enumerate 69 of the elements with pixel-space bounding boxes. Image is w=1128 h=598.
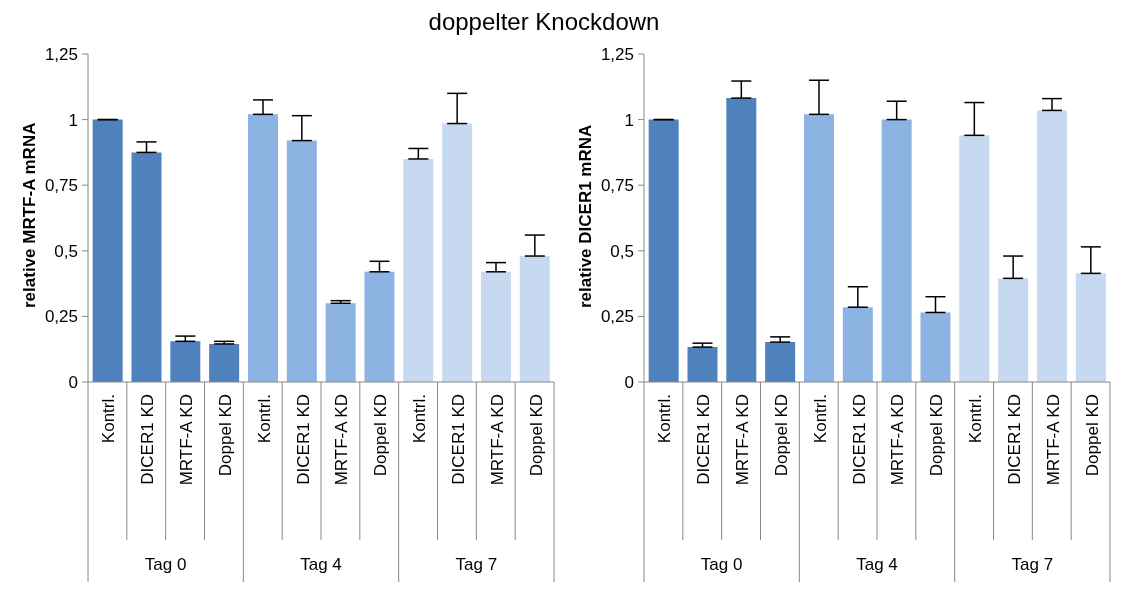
y-tick-label: 1,25	[600, 45, 634, 64]
x-tick-label: Doppel KD	[526, 394, 546, 477]
text: Tag 0	[700, 555, 743, 574]
x-tick-label: MRTF-A KD	[1043, 394, 1063, 486]
bar	[286, 140, 317, 382]
x-tick-label: DICER1 KD	[849, 394, 869, 485]
bar	[803, 114, 834, 382]
bar	[519, 256, 550, 382]
y-tick-label: 0,25	[600, 307, 634, 327]
bar	[687, 347, 718, 382]
bar	[842, 307, 873, 382]
x-tick-label: DICER1 KD	[694, 394, 714, 485]
bar	[920, 312, 951, 382]
y-axis-title: relative MRTF-A mRNA	[20, 122, 40, 308]
x-tick-label: Doppel KD	[371, 394, 391, 477]
y-tick-label: 0,25	[44, 307, 78, 327]
y-tick-label: 1,25	[44, 45, 78, 64]
bar	[959, 135, 990, 382]
y-tick-label: 0	[68, 373, 78, 392]
x-tick-label: DICER1 KD	[293, 394, 313, 485]
x-tick-label: MRTF-A KD	[888, 394, 908, 486]
y-tick-label: 0,75	[600, 176, 634, 196]
y-tick-label: 0	[624, 373, 634, 392]
x-tick-label: MRTF-A KD	[733, 394, 753, 486]
y-tick-label: 1	[624, 110, 634, 130]
bar	[1036, 110, 1067, 382]
y-tick-label: 0,5	[54, 241, 78, 261]
y-tick-label: 1	[68, 110, 78, 130]
x-tick-label: Doppel KD	[927, 394, 947, 477]
bar	[247, 114, 278, 382]
x-tick-label: Kontrl.	[810, 394, 830, 444]
bar	[131, 152, 162, 382]
x-tick-label: Kontrl.	[410, 394, 430, 444]
x-tick-label: MRTF-A KD	[487, 394, 507, 486]
bar	[364, 271, 395, 382]
bar	[442, 123, 473, 382]
bar	[480, 271, 511, 382]
x-tick-label: DICER1 KD	[448, 394, 468, 485]
x-tick-label: Kontrl.	[99, 394, 119, 444]
x-tick-label: Kontrl.	[966, 394, 986, 444]
bar	[209, 343, 240, 382]
y-axis-title: relative DICER1 mRNA	[576, 124, 596, 308]
x-tick-label: DICER1 KD	[1004, 394, 1024, 485]
bar	[765, 342, 796, 382]
text: Tag 7	[455, 555, 498, 574]
y-tick-label: 0,5	[610, 241, 634, 261]
bar	[325, 303, 356, 382]
bar	[170, 341, 201, 382]
x-tick-label: Kontrl.	[655, 394, 675, 444]
y-tick-label: 0,75	[44, 176, 78, 196]
text: Tag 4	[300, 555, 342, 574]
x-tick-label: Doppel KD	[1082, 394, 1102, 477]
text: Tag 7	[1011, 555, 1054, 574]
x-tick-label: MRTF-A KD	[177, 394, 197, 486]
text: Tag 4	[856, 555, 898, 574]
bar	[881, 119, 912, 382]
bar	[1075, 273, 1106, 382]
bar	[403, 158, 434, 382]
text: Tag 0	[144, 555, 187, 574]
x-tick-label: Doppel KD	[215, 394, 235, 477]
x-tick-label: Kontrl.	[254, 394, 274, 444]
x-tick-label: DICER1 KD	[138, 394, 158, 485]
x-tick-label: Doppel KD	[771, 394, 791, 477]
bar	[648, 119, 679, 382]
bar	[998, 278, 1029, 382]
bar	[726, 98, 757, 382]
chart-title: doppelter Knockdown	[427, 8, 661, 37]
bar	[92, 119, 123, 382]
x-tick-label: MRTF-A KD	[332, 394, 352, 486]
